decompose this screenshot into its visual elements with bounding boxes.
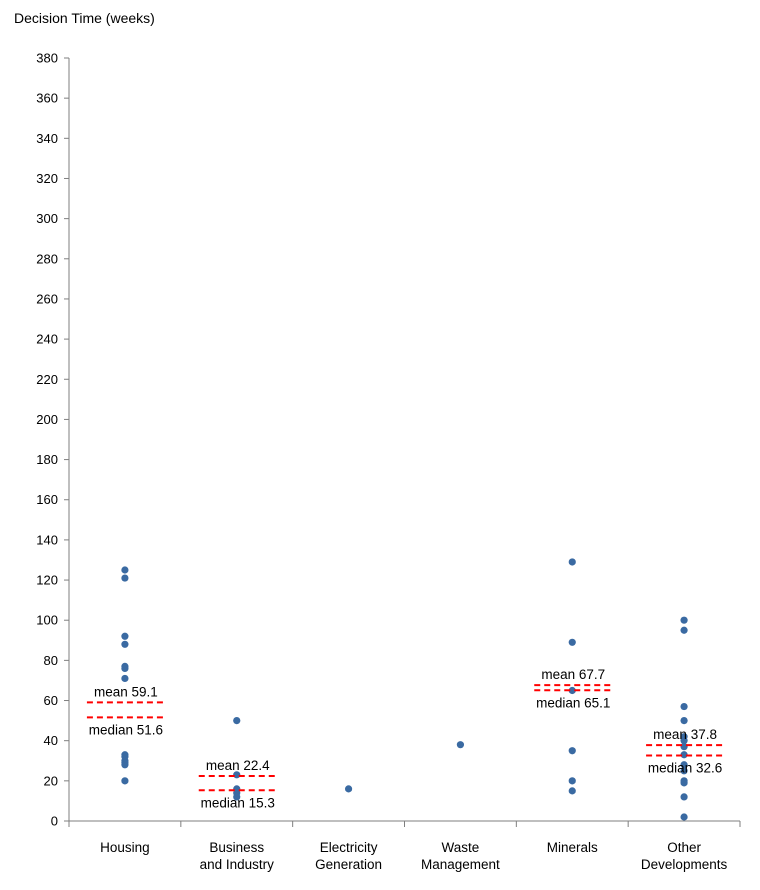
y-tick-label: 60 <box>44 693 58 708</box>
data-point <box>568 558 576 566</box>
data-point <box>121 566 129 574</box>
x-category-label: Minerals <box>547 840 598 855</box>
y-tick-label: 200 <box>36 412 58 427</box>
y-tick-label: 240 <box>36 332 58 347</box>
data-point <box>568 777 576 785</box>
data-point <box>680 626 688 634</box>
median-label: median 15.3 <box>201 795 275 810</box>
y-tick-label: 0 <box>51 814 58 829</box>
data-point <box>233 717 241 725</box>
data-point <box>121 632 129 640</box>
mean-label: mean 67.7 <box>541 667 605 682</box>
data-point <box>680 743 688 751</box>
y-tick-label: 20 <box>44 773 58 788</box>
median-label: median 65.1 <box>536 695 610 710</box>
data-point <box>680 793 688 801</box>
data-point <box>680 779 688 787</box>
x-category-label: Business <box>209 840 264 855</box>
data-point <box>121 674 129 683</box>
y-tick-label: 80 <box>44 653 58 668</box>
x-category-label: Management <box>421 857 500 872</box>
data-point <box>344 785 353 793</box>
data-point <box>680 702 688 711</box>
data-point <box>233 793 241 801</box>
y-tick-label: 160 <box>36 492 58 507</box>
x-category-label: Other <box>667 840 701 855</box>
data-point <box>568 787 576 795</box>
y-tick-label: 180 <box>36 452 58 467</box>
y-tick-label: 360 <box>36 91 58 106</box>
y-tick-label: 140 <box>36 532 58 547</box>
data-point <box>121 777 129 785</box>
mean-label: mean 22.4 <box>206 758 270 773</box>
data-point <box>680 813 688 821</box>
median-label: median 51.6 <box>89 722 163 737</box>
y-tick-label: 280 <box>36 251 58 266</box>
x-category-label: and Industry <box>200 857 275 872</box>
x-category-label: Housing <box>100 840 150 855</box>
data-point <box>680 761 688 769</box>
x-category-label: Electricity <box>320 840 378 855</box>
y-tick-label: 260 <box>36 291 58 306</box>
y-tick-label: 40 <box>44 733 58 748</box>
data-point <box>680 616 688 624</box>
y-tick-label: 220 <box>36 372 58 387</box>
data-point <box>121 664 129 673</box>
data-point <box>680 751 688 759</box>
mean-label: mean 37.8 <box>653 727 717 742</box>
data-point <box>568 686 576 695</box>
x-category-label: Waste <box>442 840 480 855</box>
y-tick-label: 120 <box>36 573 58 588</box>
y-tick-label: 100 <box>36 613 58 628</box>
chart-title: Decision Time (weeks) <box>14 10 155 26</box>
x-category-label: Developments <box>641 857 728 872</box>
y-tick-label: 380 <box>36 51 58 66</box>
data-point <box>680 767 688 775</box>
data-point <box>456 741 465 749</box>
data-point <box>121 640 129 648</box>
data-point <box>121 761 129 769</box>
data-point <box>121 574 129 582</box>
mean-label: mean 59.1 <box>94 684 158 699</box>
data-point <box>233 771 241 779</box>
data-point <box>680 737 688 745</box>
x-category-label: Generation <box>315 857 382 872</box>
y-tick-label: 300 <box>36 211 58 226</box>
data-point <box>568 638 576 646</box>
data-point <box>568 747 576 755</box>
y-tick-label: 320 <box>36 171 58 186</box>
median-label: median 32.6 <box>648 761 722 776</box>
y-tick-label: 340 <box>36 131 58 146</box>
data-point <box>680 717 688 725</box>
